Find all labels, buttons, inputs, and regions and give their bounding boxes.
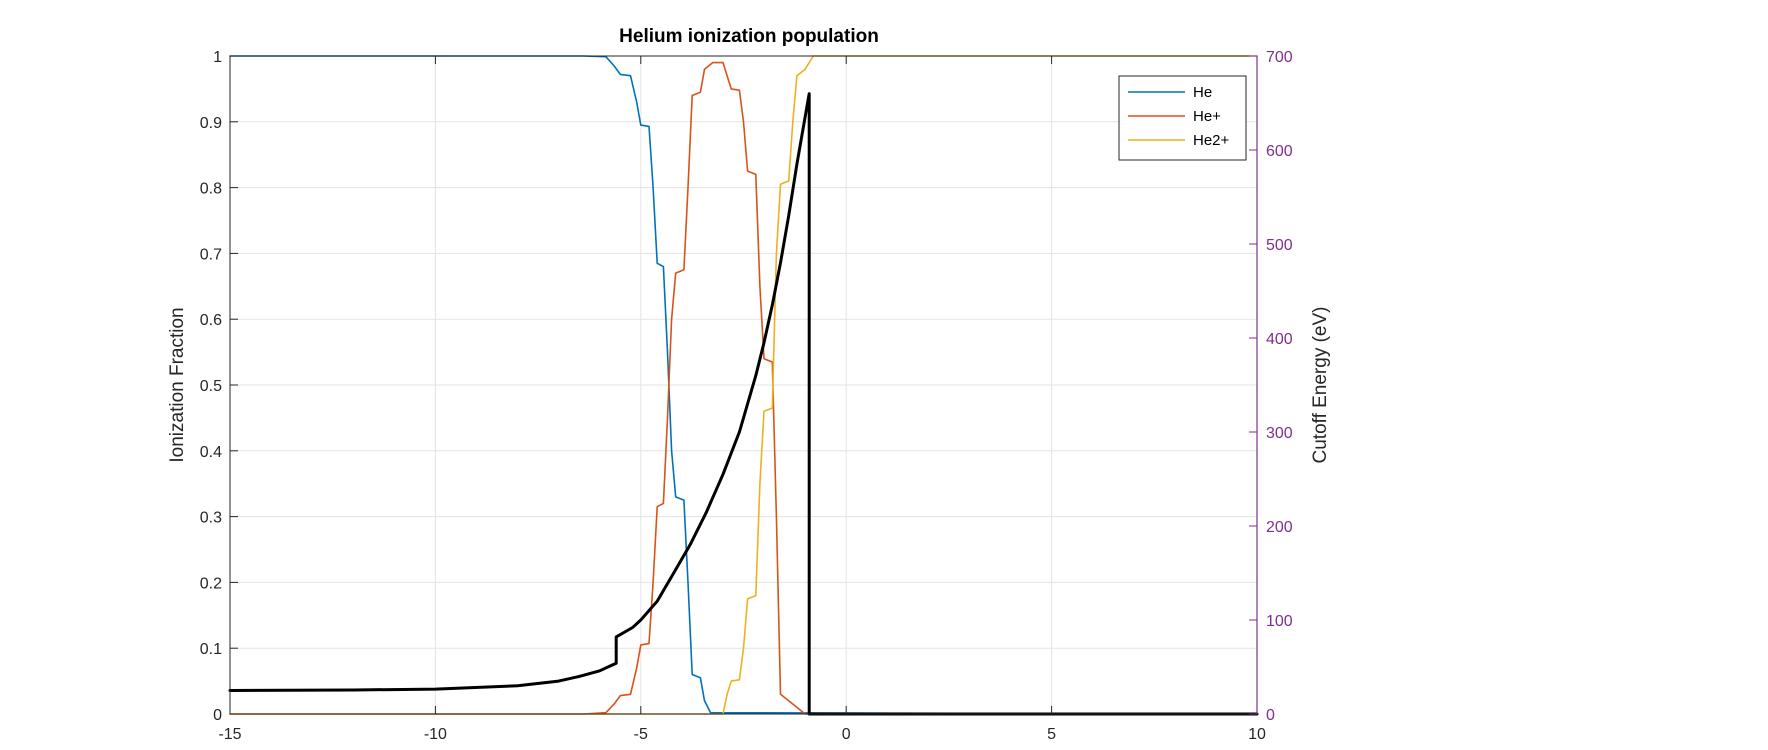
series-line-he2-plus <box>229 55 1258 715</box>
y-tick-label: 0.3 <box>200 510 222 527</box>
y-tick-label: 0.4 <box>200 444 222 461</box>
y-tick-label: 0.9 <box>200 115 222 132</box>
series-layer <box>228 55 1259 716</box>
x-axis: -15 -10 -5 0 5 10 <box>218 56 1266 743</box>
y-tick-label: 0 <box>213 707 222 724</box>
series-line-cutoff-energy <box>228 92 1259 716</box>
legend-label: He+ <box>1193 108 1221 125</box>
x-tick-label: -10 <box>424 726 447 743</box>
y2-tick-label: 100 <box>1266 613 1293 630</box>
y-axis-title: Ionization Fraction <box>167 307 188 462</box>
y-tick-label: 0.8 <box>200 181 222 198</box>
y-tick-label: 0.6 <box>200 312 222 329</box>
y2-tick-label: 200 <box>1266 519 1293 536</box>
y-tick-label: 0.2 <box>200 575 222 592</box>
y-axis-right: 0 100 200 300 400 500 600 700 <box>1249 49 1293 724</box>
legend-box <box>1118 75 1247 161</box>
y-tick-label: 0.1 <box>200 641 222 658</box>
x-tick-label: 5 <box>1047 726 1056 743</box>
x-tick-label: -15 <box>218 726 241 743</box>
y2-tick-label: 700 <box>1266 49 1293 66</box>
y-axis-left: 0 0.1 0.2 0.3 0.4 0.5 0.6 0.7 0.8 0.9 1 <box>200 49 238 724</box>
y2-tick-label: 300 <box>1266 425 1293 442</box>
legend-label: He2+ <box>1193 132 1230 149</box>
y-tick-label: 1 <box>213 49 222 66</box>
x-tick-label: -5 <box>634 726 648 743</box>
legend-label: He <box>1193 84 1212 101</box>
x-tick-label: 0 <box>842 726 851 743</box>
y-tick-label: 0.5 <box>200 378 222 395</box>
x-tick-label: 10 <box>1248 726 1266 743</box>
y2-axis-title: Cutoff Energy (eV) <box>1310 306 1331 463</box>
y2-tick-label: 400 <box>1266 331 1293 348</box>
series-line-he <box>229 55 1258 715</box>
y2-tick-label: 600 <box>1266 143 1293 160</box>
legend: He He+ He2+ <box>1118 75 1247 161</box>
y-tick-label: 0.7 <box>200 246 222 263</box>
y2-tick-label: 0 <box>1266 707 1275 724</box>
chart-title: Helium ionization population <box>619 26 879 47</box>
series-line-he-plus <box>229 61 1258 715</box>
y2-tick-label: 500 <box>1266 237 1293 254</box>
